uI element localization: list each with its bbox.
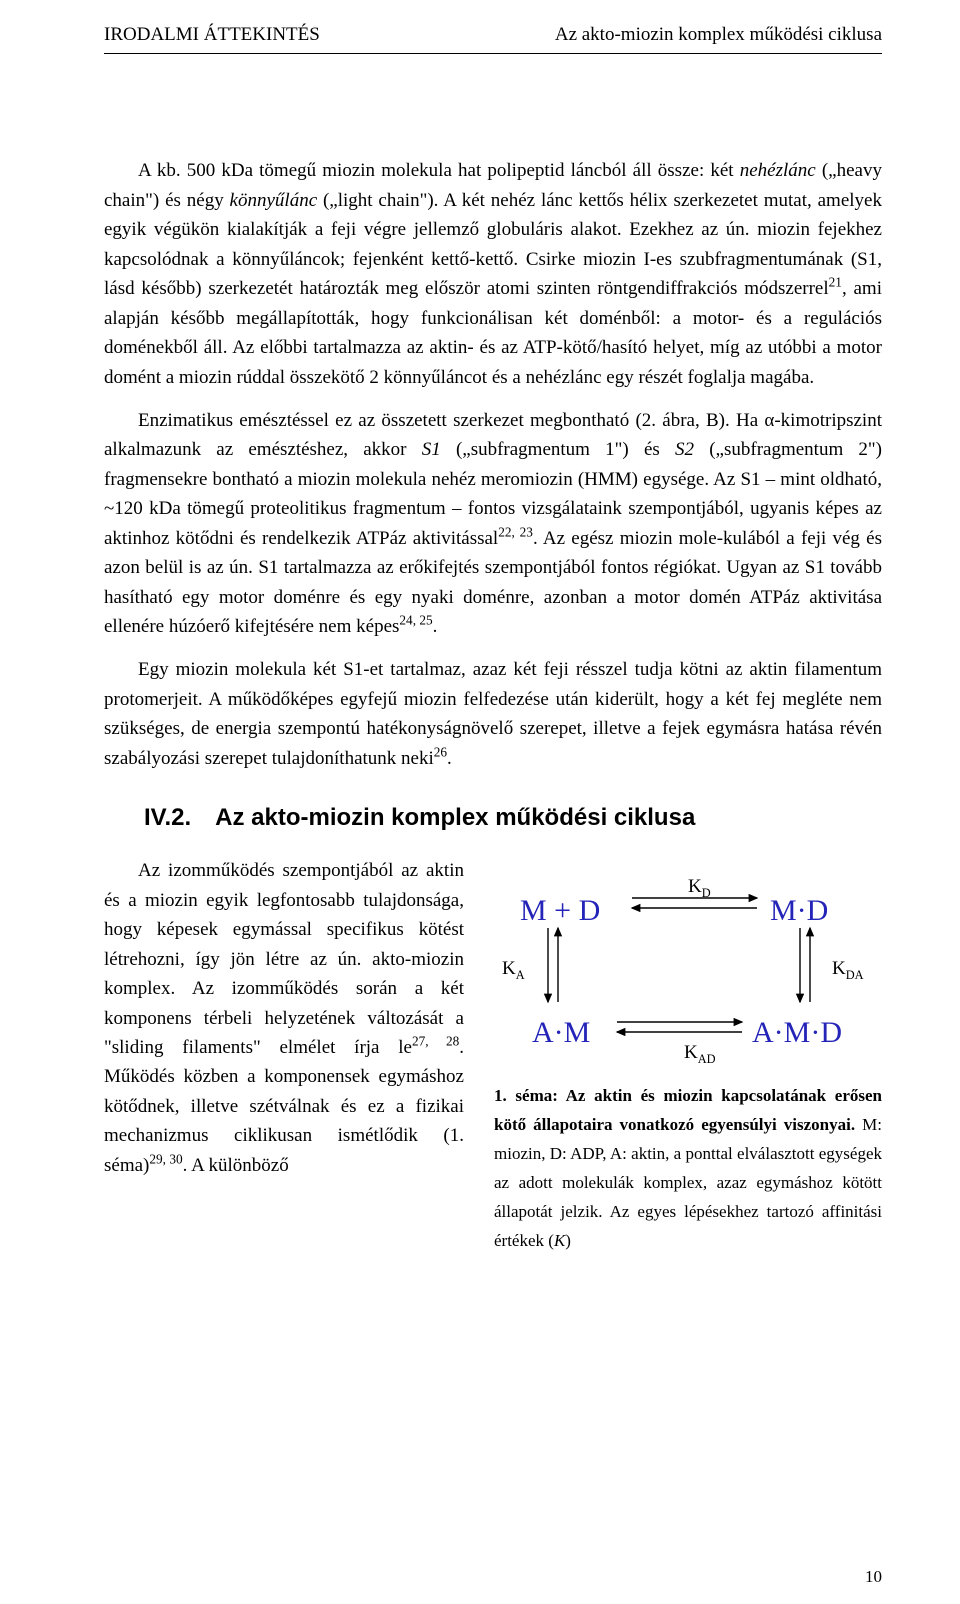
running-head: IRODALMI ÁTTEKINTÉS Az akto-miozin kompl… (104, 20, 882, 54)
p4-ref-27-28: 27, 28 (412, 1034, 459, 1049)
p1-ref-21: 21 (829, 275, 842, 290)
two-column-block: Az izomműködés szempontjából az aktin és… (104, 856, 882, 1255)
section-number: IV.2. (144, 804, 191, 831)
column-right: M + D M·D A·M A·M·D KD KA KDA KAD (494, 856, 882, 1255)
caption-text-a: M: miozin, D: ADP, A: aktin, a ponttal e… (494, 1115, 882, 1250)
column-left: Az izomműködés szempontjából az aktin és… (104, 856, 464, 1180)
p4-text-a: Az izomműködés szempontjából az aktin és… (104, 860, 464, 1058)
paragraph-1: A kb. 500 kDa tömegű miozin molekula hat… (104, 156, 882, 392)
paragraph-4: Az izomműködés szempontjából az aktin és… (104, 856, 464, 1180)
p2-text-b: („subfragmentum 1") és (441, 439, 675, 460)
p2-text-e: . (433, 616, 438, 637)
p2-ref-24-25: 24, 25 (399, 613, 432, 628)
scheme-caption: 1. séma: Az aktin és miozin kapcsolatána… (494, 1082, 882, 1255)
caption-K: K (554, 1231, 565, 1250)
scheme-diagram: M + D M·D A·M A·M·D KD KA KDA KAD (502, 870, 862, 1070)
p3-text-a: Egy miozin molekula két S1-et tartalmaz,… (104, 659, 882, 768)
scheme-arrows (502, 870, 862, 1070)
running-head-right: Az akto-miozin komplex működési ciklusa (555, 20, 882, 49)
p2-italic-s1: S1 (422, 439, 441, 460)
p2-italic-s2: S2 (675, 439, 694, 460)
paragraph-2: Enzimatikus emésztéssel ez az összetett … (104, 406, 882, 642)
p1-text-a: A kb. 500 kDa tömegű miozin molekula hat… (138, 160, 740, 181)
p1-italic-1: nehézlánc (740, 160, 816, 181)
running-head-left: IRODALMI ÁTTEKINTÉS (104, 20, 320, 49)
p4-ref-29-30: 29, 30 (149, 1151, 182, 1166)
section-heading: IV.2. Az akto-miozin komplex működési cik… (144, 799, 882, 836)
paragraph-3: Egy miozin molekula két S1-et tartalmaz,… (104, 655, 882, 773)
p1-italic-2: könnyűlánc (230, 190, 318, 211)
p3-text-b: . (447, 748, 452, 769)
p3-ref-26: 26 (434, 744, 447, 759)
section-title: Az akto-miozin komplex működési ciklusa (215, 804, 695, 831)
caption-text-b: ) (565, 1231, 571, 1250)
p2-ref-22-23: 22, 23 (498, 524, 533, 539)
p4-text-c: . A különböző (183, 1155, 289, 1176)
page-number: 10 (865, 1564, 882, 1590)
caption-bold: 1. séma: Az aktin és miozin kapcsolatána… (494, 1086, 882, 1134)
